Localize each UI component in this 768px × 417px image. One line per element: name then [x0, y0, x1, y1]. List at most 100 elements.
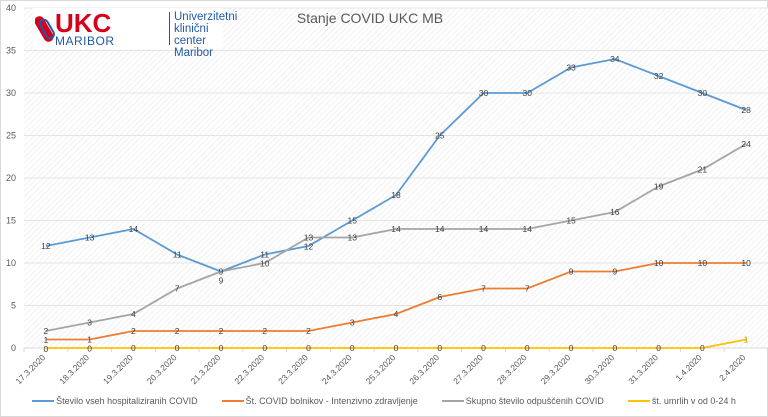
- data-label: 13: [348, 233, 358, 243]
- data-label: 1: [744, 335, 749, 345]
- data-label: 0: [87, 344, 92, 354]
- data-label: 1: [44, 335, 49, 345]
- data-label: 14: [391, 224, 401, 234]
- data-label: 14: [129, 224, 139, 234]
- logo-separator: [169, 12, 170, 45]
- y-tick-label: 30: [6, 88, 16, 98]
- data-label: 18: [391, 190, 401, 200]
- data-label: 1: [87, 335, 92, 345]
- y-tick-label: 20: [6, 173, 16, 183]
- data-label: 2: [306, 326, 311, 336]
- data-label: 30: [479, 88, 489, 98]
- legend-swatch: [627, 400, 650, 402]
- data-label: 0: [612, 343, 617, 353]
- data-label: 7: [525, 284, 530, 294]
- logo-mark: UKC: [55, 7, 112, 38]
- data-label: 9: [219, 276, 224, 286]
- data-label: 3: [87, 318, 92, 328]
- data-label: 33: [566, 63, 576, 73]
- legend-label: Število vseh hospitaliziranih COVID: [56, 396, 198, 406]
- logo-line: Univerzitetni: [174, 11, 238, 23]
- data-label: 24: [741, 139, 751, 149]
- legend-item: št. umrlih v od 0-24 h: [627, 396, 736, 406]
- data-label: 30: [523, 88, 533, 98]
- y-tick-label: 10: [6, 258, 16, 268]
- data-label: 10: [698, 258, 708, 268]
- data-label: 3: [350, 318, 355, 328]
- data-label: 7: [481, 284, 486, 294]
- y-tick-label: 40: [6, 3, 16, 13]
- data-label: 0: [525, 343, 530, 353]
- data-label: 4: [131, 309, 136, 319]
- data-label: 2: [175, 326, 180, 336]
- logo-sub: MARIBOR: [55, 33, 115, 48]
- data-label: 15: [348, 216, 358, 226]
- data-label: 0: [481, 343, 486, 353]
- chart-legend: Število vseh hospitaliziranih COVID Št. …: [0, 396, 768, 406]
- data-label: 9: [219, 267, 224, 277]
- y-tick-label: 15: [6, 216, 16, 226]
- data-label: 0: [656, 343, 661, 353]
- series-line: [45, 262, 747, 341]
- y-tick-label: 0: [11, 343, 16, 353]
- data-label: 10: [654, 258, 664, 268]
- chart-title: Stanje COVID UKC MB: [297, 10, 443, 26]
- data-label: 0: [306, 343, 311, 353]
- data-label: 10: [260, 259, 270, 269]
- data-label: 0: [219, 343, 224, 353]
- series-line: [45, 58, 747, 273]
- data-label: 16: [610, 207, 620, 217]
- data-label: 6: [437, 292, 442, 302]
- logo-emblem-icon: [35, 16, 55, 42]
- data-label: 0: [262, 343, 267, 353]
- legend-label: Skupno število odpuščenih COVID: [465, 396, 604, 406]
- data-label: 0: [131, 343, 136, 353]
- data-label: 34: [610, 54, 620, 64]
- data-label: 13: [85, 233, 95, 243]
- ukc-logo: UKC MARIBOR Univerzitetni klinični cente…: [33, 7, 237, 59]
- y-tick-label: 25: [6, 131, 16, 141]
- y-tick-label: 5: [11, 301, 16, 311]
- data-label: 14: [523, 224, 533, 234]
- data-label: 15: [566, 216, 576, 226]
- data-label: 0: [44, 344, 49, 354]
- legend-item: Št. COVID bolnikov - Intenzivno zdravlje…: [221, 396, 418, 406]
- data-label: 30: [698, 88, 708, 98]
- data-label: 0: [350, 343, 355, 353]
- data-label: 19: [654, 182, 664, 192]
- logo-line: Maribor: [174, 47, 213, 59]
- data-label: 14: [435, 224, 445, 234]
- data-label: 2: [219, 326, 224, 336]
- data-label: 9: [569, 267, 574, 277]
- data-label: 32: [654, 71, 664, 81]
- data-label: 25: [435, 131, 445, 141]
- legend-item: Število vseh hospitaliziranih COVID: [32, 396, 198, 406]
- data-label: 10: [741, 258, 751, 268]
- data-label: 7: [175, 284, 180, 294]
- data-label: 12: [41, 241, 51, 251]
- data-label: 14: [479, 224, 489, 234]
- data-label: 0: [700, 343, 705, 353]
- y-tick-label: 35: [6, 46, 16, 56]
- data-label: 28: [741, 105, 751, 115]
- data-label: 11: [173, 250, 182, 260]
- data-label: 11: [260, 250, 269, 260]
- data-label: 0: [437, 343, 442, 353]
- series-line: [45, 338, 747, 349]
- legend-swatch: [221, 400, 244, 402]
- legend-swatch: [32, 400, 55, 402]
- legend-swatch: [441, 400, 464, 402]
- legend-label: št. umrlih v od 0-24 h: [651, 396, 736, 406]
- legend-label: Št. COVID bolnikov - Intenzivno zdravlje…: [245, 396, 418, 406]
- data-label: 21: [698, 165, 708, 175]
- series-line: [45, 143, 747, 332]
- data-label: 12: [304, 242, 314, 252]
- data-label: 2: [262, 326, 267, 336]
- data-label: 0: [394, 343, 399, 353]
- data-label: 0: [175, 343, 180, 353]
- data-label: 2: [131, 326, 136, 336]
- data-label: 4: [394, 309, 399, 319]
- data-label: 13: [304, 233, 314, 243]
- data-label: 9: [612, 267, 617, 277]
